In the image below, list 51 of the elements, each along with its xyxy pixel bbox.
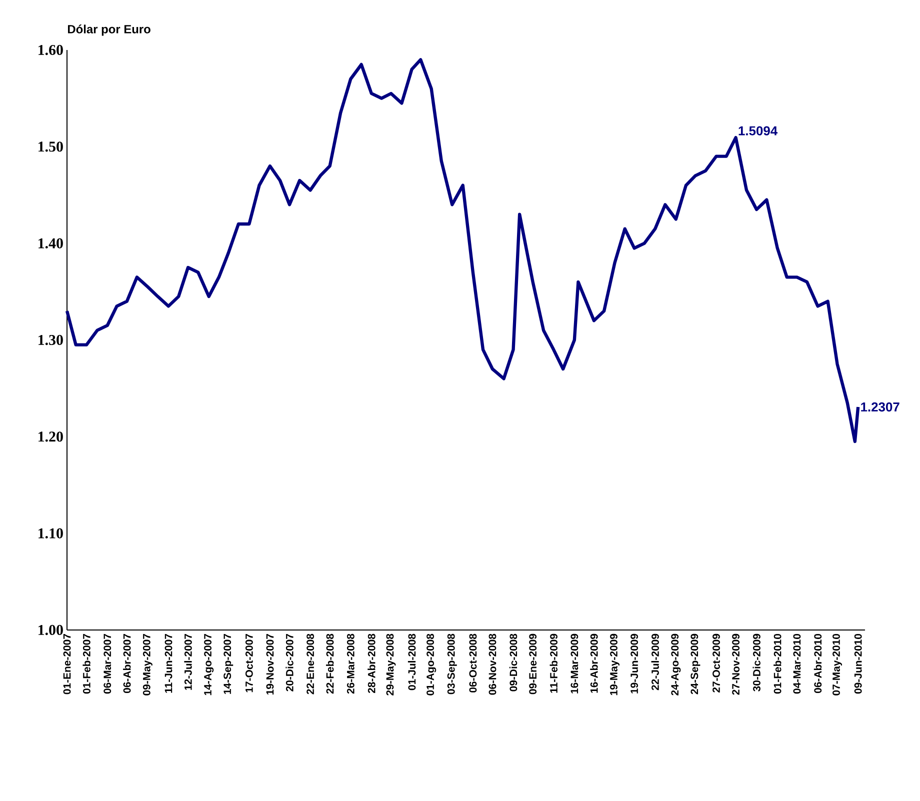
y-axis-title: Dólar por Euro: [68, 24, 150, 36]
x-tick-label: 01-Ene-2007: [63, 634, 71, 694]
x-tick-label: 01-Feb-2010: [774, 634, 782, 694]
y-tick-label: 1.00: [38, 624, 63, 636]
x-tick-label: 01-Ago-2008: [426, 634, 436, 696]
x-tick-label: 11-Feb-2009: [550, 634, 558, 693]
y-tick-label: 1.30: [38, 334, 63, 346]
x-tick-label: 27-Nov-2009: [732, 634, 740, 695]
annotation: 1.2307: [861, 402, 900, 412]
x-tick-label: 12-Jul-2007: [184, 634, 192, 690]
x-tick-label: 14-Sep-2007: [224, 634, 234, 694]
x-tick-label: 09-Dic-2008: [509, 634, 518, 692]
x-tick-label: 19-Nov-2007: [266, 634, 274, 694]
x-tick-label: 30-Dic-2009: [752, 634, 760, 692]
x-tick-label: 16-Mar-2009: [570, 634, 578, 694]
x-tick-label: 06-Oct-2008: [469, 634, 477, 692]
x-tick-label: 22-Jul-2009: [651, 634, 659, 690]
x-tick-label: 26-Mar-2008: [346, 634, 354, 694]
x-tick-label: 29-May-2008: [386, 634, 396, 696]
y-tick-label: 1.20: [38, 432, 63, 442]
x-tick-label: 22-Feb-2008: [326, 634, 334, 694]
annotation: 1.5094: [738, 126, 778, 136]
x-tick-label: 24-Ago-2009: [671, 634, 681, 696]
x-tick-label: 28-Abr-2008: [368, 634, 376, 694]
x-tick-label: 06-Abr-2010: [814, 634, 822, 693]
x-tick-label: 20-Dic-2007: [286, 634, 294, 692]
x-tick-label: 09-Ene-2009: [529, 634, 537, 694]
y-tick-label: 1.10: [38, 528, 63, 538]
x-tick-label: 07-May-2010: [832, 634, 842, 696]
x-tick-label: 11-Jun-2007: [164, 634, 172, 693]
x-tick-label: 06-Mar-2007: [104, 634, 112, 694]
x-tick-label: 09-May-2007: [142, 634, 152, 696]
x-tick-label: 06-Abr-2007: [123, 634, 131, 693]
x-tick-label: 04-Mar-2010: [793, 634, 801, 694]
x-tick-label: 09-Jun-2010: [854, 634, 862, 694]
x-tick-label: 01-Jul-2008: [408, 634, 416, 690]
x-tick-label: 03-Sep-2008: [447, 634, 457, 694]
x-tick-label: 19-Jun-2009: [630, 634, 638, 694]
x-tick-label: 27-Oct-2009: [712, 634, 720, 692]
x-tick-label: 06-Nov-2008: [488, 634, 496, 695]
x-tick-label: 17-Oct-2007: [245, 634, 253, 692]
x-tick-label: 16-Abr-2009: [590, 634, 598, 693]
x-tick-label: 01-Feb-2007: [82, 634, 90, 694]
line-series: [65, 58, 860, 444]
y-tick-label: 1.50: [38, 142, 63, 152]
x-tick-label: 22-Ene-2008: [306, 634, 314, 694]
y-tick-label: 1.40: [38, 238, 63, 248]
x-tick-label: 14-Ago-2007: [204, 634, 214, 696]
y-tick-label: 1.60: [38, 44, 63, 56]
x-tick-label: 19-May-2009: [610, 634, 620, 696]
x-tick-label: 24-Sep-2009: [690, 634, 700, 694]
